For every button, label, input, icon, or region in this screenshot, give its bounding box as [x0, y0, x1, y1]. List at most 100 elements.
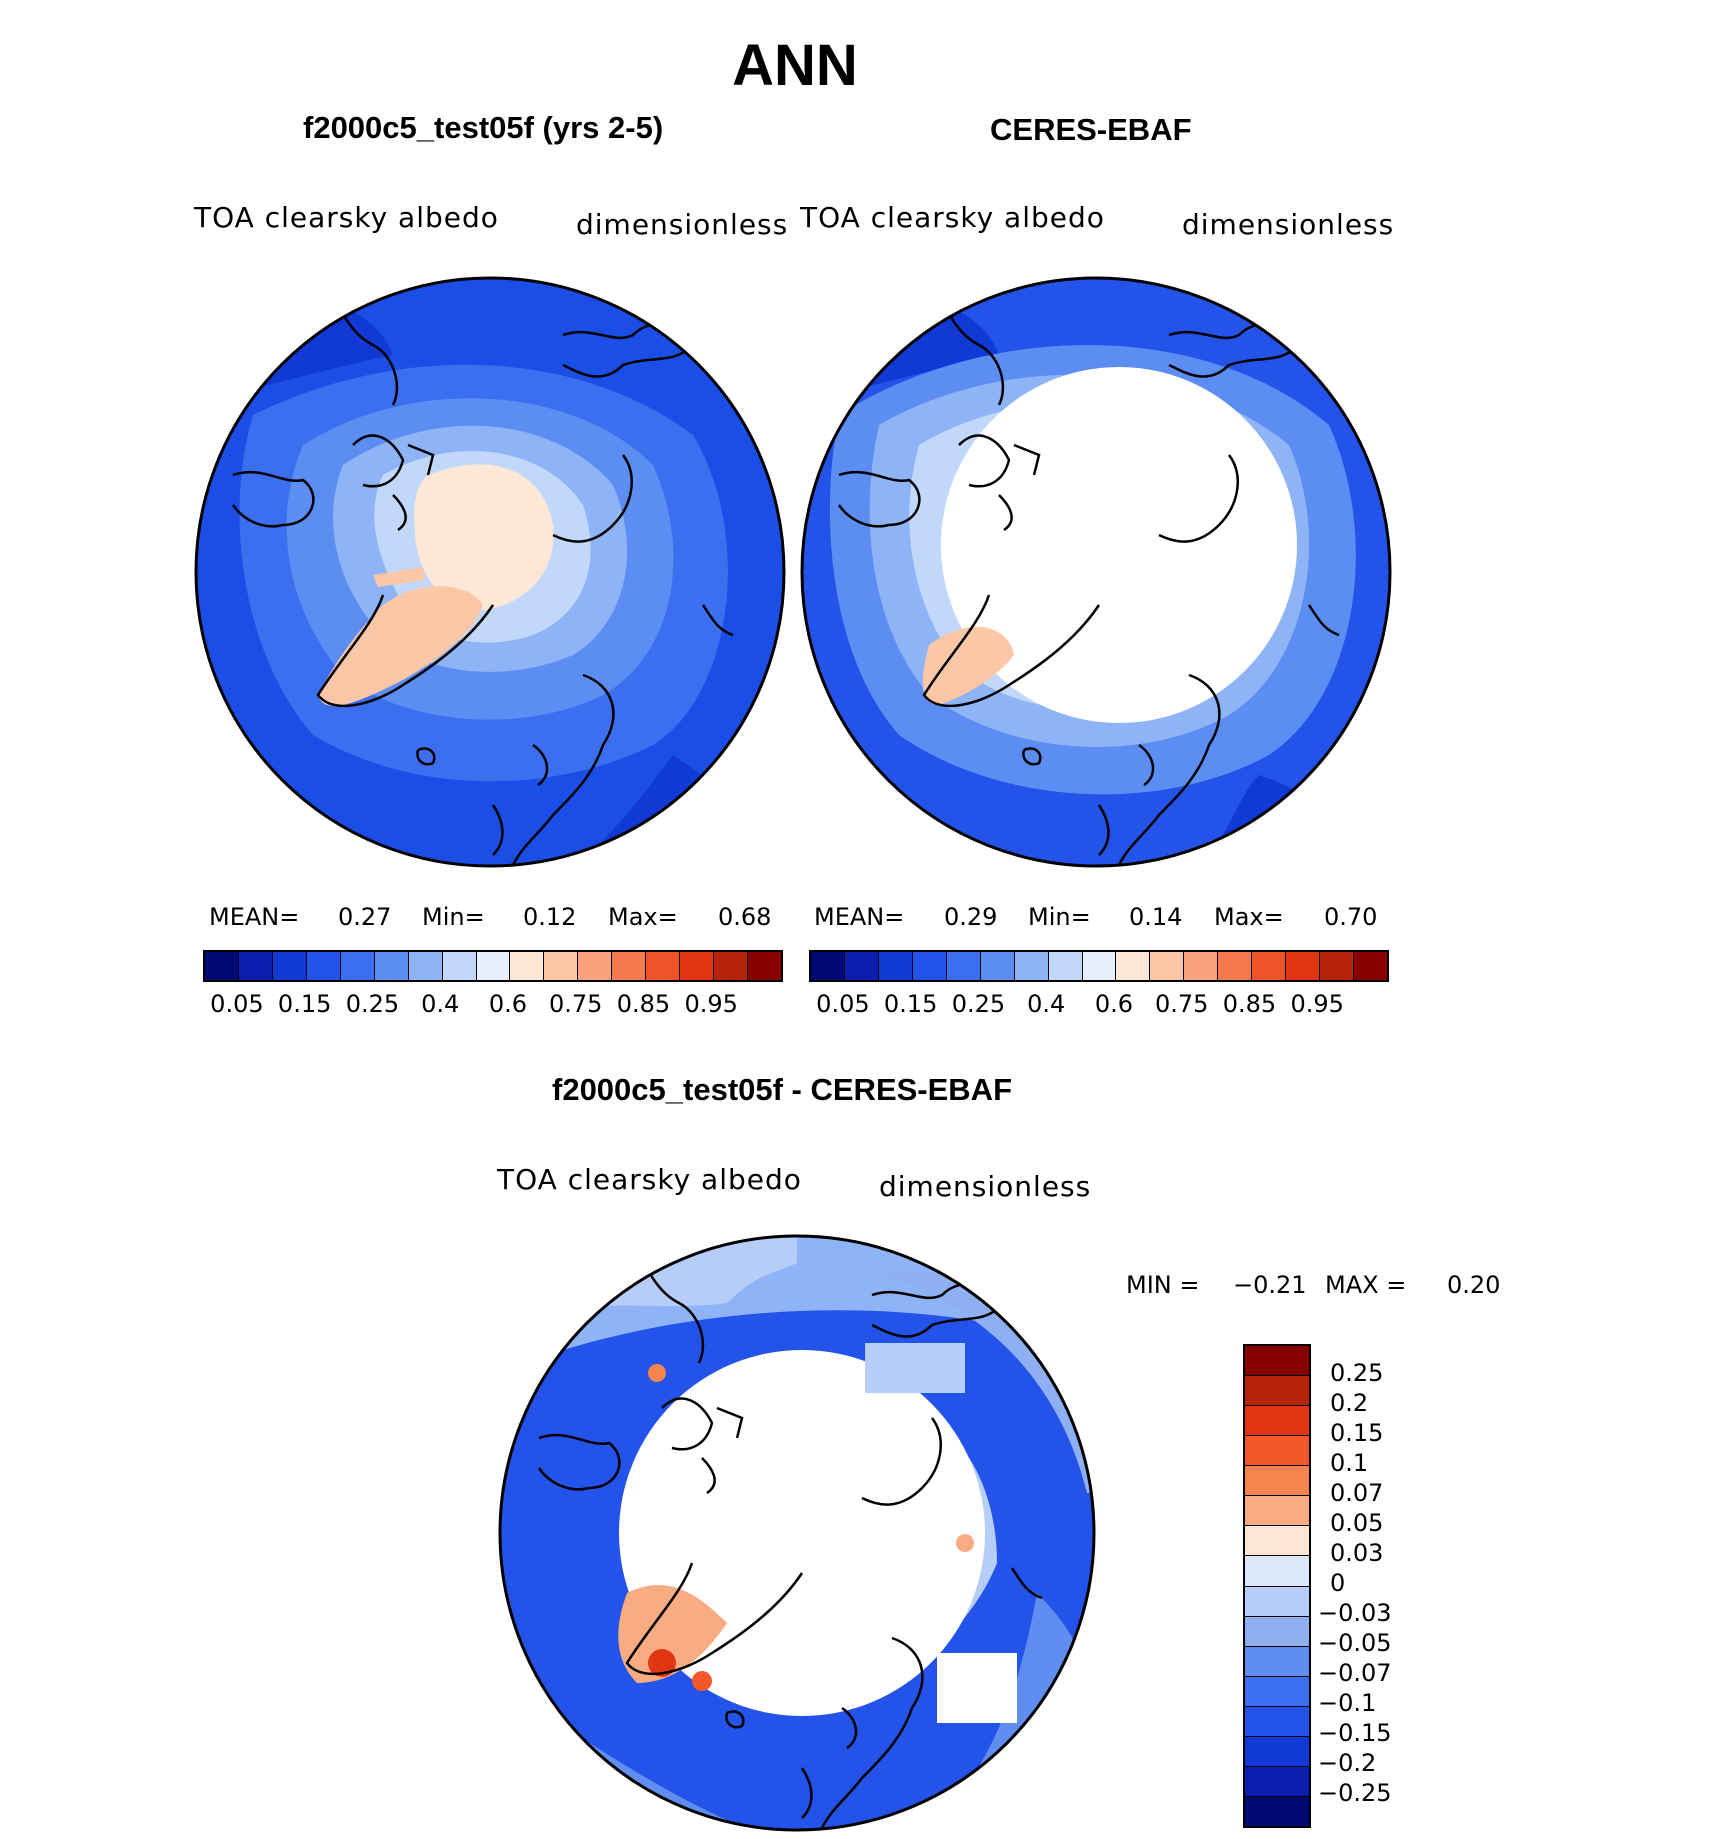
diff-colorbar-swatch	[1245, 1796, 1309, 1826]
panel1-colorbar-swatch	[748, 952, 781, 980]
panel1-colorbar-swatch	[714, 952, 748, 980]
diff-colorbar-swatch	[1245, 1346, 1309, 1377]
panel1-min-label: Min=	[422, 903, 485, 931]
diff-colorbar-swatch	[1245, 1586, 1309, 1617]
panel1-max-label: Max=	[608, 903, 678, 931]
panel1-colorbar-swatch	[340, 952, 375, 980]
diff-colorbar-tick: 0.07	[1330, 1479, 1384, 1507]
panel2-colorbar-tick: 0.75	[1154, 990, 1209, 1018]
diff-colorbar-swatch	[1245, 1496, 1309, 1527]
panel1-colorbar-swatch	[680, 952, 715, 980]
diff-colorbar-swatch	[1245, 1556, 1309, 1587]
panel2-colorbar-swatch	[946, 952, 981, 980]
panel2-colorbar-swatch	[844, 952, 879, 980]
diff-colorbar-swatch	[1245, 1706, 1309, 1737]
panel2-colorbar-swatch	[1184, 952, 1219, 980]
diff-colorbar-swatch	[1245, 1466, 1309, 1497]
panel2-colorbar-swatch	[1048, 952, 1083, 980]
panel1-units-label: dimensionless	[576, 208, 789, 241]
panel2-max-value: 0.70	[1324, 903, 1378, 931]
diff-units-label: dimensionless	[879, 1170, 1092, 1203]
diff-colorbar-swatch	[1245, 1766, 1309, 1797]
panel2-colorbar-swatch	[1354, 952, 1387, 980]
panel2-colorbar-tick: 0.15	[883, 990, 938, 1018]
panel1-min-value: 0.12	[523, 903, 577, 931]
panel1-colorbar-tick: 0.85	[616, 990, 671, 1018]
diff-colorbar-tick: −0.07	[1318, 1659, 1392, 1687]
panel2-variable-label: TOA clearsky albedo	[800, 201, 1105, 234]
panel2-colorbar-swatch	[1252, 952, 1287, 980]
diff-colorbar-tick: 0.03	[1330, 1539, 1384, 1567]
panel2-min-value: 0.14	[1129, 903, 1183, 931]
panel1-colorbar-swatch	[408, 952, 443, 980]
panel2-colorbar-ticks: 0.05 0.15 0.25 0.4 0.6 0.75 0.85 0.95	[809, 990, 1389, 1020]
panel2-colorbar-swatch	[1116, 952, 1151, 980]
diff-colorbar-tick: 0	[1330, 1569, 1346, 1597]
panel1-colorbar-swatch	[612, 952, 647, 980]
panel2-colorbar-tick: 0.4	[1027, 990, 1066, 1018]
panel2-colorbar-swatch	[811, 952, 845, 980]
panel1-colorbar-tick: 0.6	[488, 990, 528, 1018]
panel2-colorbar-swatch	[1014, 952, 1049, 980]
panel1-colorbar-ticks: 0.05 0.15 0.25 0.4 0.6 0.75 0.85 0.95	[203, 990, 783, 1020]
panel1-colorbar-swatch	[510, 952, 545, 980]
diff-min-label: MIN =	[1126, 1271, 1200, 1299]
diff-colorbar-tick: −0.05	[1318, 1629, 1392, 1657]
diff-colorbar-swatch	[1245, 1406, 1309, 1437]
panel2-min-label: Min=	[1028, 903, 1091, 931]
panel1-max-value: 0.68	[718, 903, 772, 931]
panel2-units-label: dimensionless	[1182, 208, 1395, 241]
panel1-colorbar-swatch	[578, 952, 613, 980]
panel1-polar-map	[193, 275, 787, 869]
panel1-colorbar-tick: 0.15	[277, 990, 332, 1018]
panel2-colorbar-tick: 0.6	[1094, 990, 1134, 1018]
panel2-colorbar-tick: 0.25	[951, 990, 1006, 1018]
panel1-colorbar-swatch	[205, 952, 239, 980]
panel1-colorbar-tick: 0.05	[210, 990, 264, 1018]
panel1-title: f2000c5_test05f (yrs 2-5)	[303, 110, 664, 145]
panel2-colorbar-tick: 0.95	[1290, 990, 1344, 1018]
panel2-mean-label: MEAN=	[814, 903, 905, 931]
diff-colorbar-tick: −0.03	[1318, 1599, 1392, 1627]
diff-colorbar-swatch	[1245, 1616, 1309, 1647]
panel2-colorbar-swatch	[1286, 952, 1321, 980]
diff-colorbar-tick: −0.2	[1318, 1749, 1377, 1777]
panel2-colorbar-tick: 0.05	[816, 990, 870, 1018]
panel1-mean-value: 0.27	[338, 903, 392, 931]
panel1-colorbar-swatch	[476, 952, 511, 980]
diff-colorbar-swatch	[1245, 1436, 1309, 1467]
diff-polar-map	[497, 1233, 1097, 1833]
panel1-colorbar-tick: 0.4	[421, 990, 460, 1018]
diff-colorbar-swatch	[1245, 1736, 1309, 1767]
panel2-mean-value: 0.29	[944, 903, 998, 931]
panel1-colorbar-tick: 0.25	[345, 990, 400, 1018]
diff-min-value: −0.21	[1233, 1271, 1307, 1299]
diff-colorbar-swatch	[1245, 1676, 1309, 1707]
panel1-colorbar-swatch	[374, 952, 409, 980]
diff-colorbar-tick: −0.15	[1318, 1719, 1392, 1747]
diff-colorbar-tick: 0.15	[1330, 1419, 1384, 1447]
panel1-colorbar-swatch	[272, 952, 307, 980]
diff-max-label: MAX =	[1325, 1271, 1407, 1299]
panel2-colorbar-swatch	[878, 952, 913, 980]
panel2-polar-map	[799, 275, 1393, 869]
panel2-colorbar-swatch	[1218, 952, 1253, 980]
panel1-colorbar-swatch	[442, 952, 477, 980]
panel2-colorbar-swatch	[980, 952, 1015, 980]
panel1-mean-label: MEAN=	[209, 903, 300, 931]
panel1-colorbar-tick: 0.75	[548, 990, 603, 1018]
diff-colorbar-ticks: 0.25 0.2 0.15 0.1 0.07 0.05 0.03 0 −0.03 −0.05 −0.…	[1318, 1344, 1438, 1824]
panel2-colorbar-tick: 0.85	[1222, 990, 1277, 1018]
panel2-colorbar-swatch	[912, 952, 947, 980]
main-title: ANN	[732, 33, 858, 98]
diff-colorbar-tick: −0.1	[1318, 1689, 1377, 1717]
diff-colorbar	[1243, 1344, 1311, 1828]
diff-colorbar-swatch	[1245, 1376, 1309, 1407]
diff-colorbar-tick: 0.2	[1330, 1389, 1369, 1417]
panel1-variable-label: TOA clearsky albedo	[194, 201, 499, 234]
diff-colorbar-tick: −0.25	[1318, 1779, 1392, 1807]
diff-colorbar-swatch	[1245, 1646, 1309, 1677]
panel2-title: CERES-EBAF	[990, 112, 1192, 147]
diff-colorbar-swatch	[1245, 1526, 1309, 1557]
panel2-colorbar-swatch	[1082, 952, 1117, 980]
